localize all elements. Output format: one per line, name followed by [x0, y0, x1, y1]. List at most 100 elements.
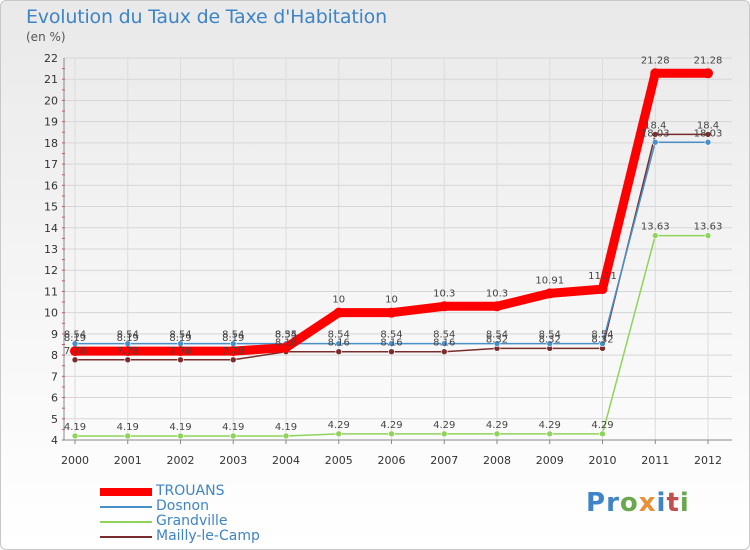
y-tick-label: 8	[51, 349, 58, 362]
data-label: 4.29	[433, 420, 455, 431]
y-tick-label: 19	[44, 116, 58, 129]
data-label: 8.54	[117, 330, 139, 341]
data-point	[440, 340, 448, 347]
data-label: 8.54	[275, 330, 297, 341]
x-tick-label: 2004	[272, 454, 300, 467]
data-point	[228, 346, 239, 357]
data-label: 8.54	[591, 330, 613, 341]
data-label: 18.03	[694, 128, 723, 139]
legend-swatch	[100, 535, 152, 538]
data-label: 8.32	[591, 334, 613, 345]
logo-letter: x	[638, 488, 657, 518]
data-label: 4.19	[64, 422, 86, 433]
y-tick-label: 4	[51, 434, 58, 447]
data-label: 7.78	[64, 346, 86, 357]
y-tick-label: 16	[44, 179, 58, 192]
data-point	[335, 348, 343, 356]
axes: 4 5 6 7 8 9 10 11 12 13 14 15 16 17 18 19 20 21 22 2000 2001…	[44, 52, 732, 467]
data-point	[71, 432, 79, 440]
data-label: 4.19	[117, 422, 139, 433]
data-label: 8.32	[486, 334, 508, 345]
data-label: 21.28	[694, 55, 723, 66]
data-label: 13.63	[641, 222, 670, 233]
data-point	[704, 138, 712, 146]
data-point	[492, 301, 502, 312]
grid-lines	[64, 57, 732, 441]
legend-item: TROUANS	[100, 484, 260, 499]
data-point	[704, 131, 712, 138]
data-label: 8.54	[539, 330, 561, 341]
data-point	[70, 346, 80, 357]
y-tick-label: 15	[44, 201, 58, 214]
data-label: 8.54	[169, 330, 191, 341]
y-tick-label: 22	[44, 52, 58, 65]
data-labels: 8.19 8.19 8.19 8.19 8.35 10 10 10.3 10.3 10.91 11.…	[64, 55, 722, 433]
data-point	[177, 356, 184, 364]
data-label: 18.03	[641, 128, 670, 139]
data-label: 8.16	[328, 338, 350, 349]
data-label: 8.54	[433, 330, 455, 341]
data-label: 8.19	[117, 333, 139, 344]
data-point	[71, 356, 79, 364]
data-label: 8.19	[64, 333, 86, 344]
logo-letter: o	[619, 488, 639, 518]
chart-subtitle: (en %)	[26, 30, 66, 44]
data-label: 4.29	[486, 420, 508, 431]
data-label: 8.54	[380, 330, 402, 341]
data-point	[651, 131, 659, 138]
legend-item: Mailly-le-Camp	[100, 529, 260, 544]
proxiti-logo: Proxiti	[586, 488, 690, 518]
x-tick-label: 2012	[694, 454, 722, 467]
legend-label: Mailly-le-Camp	[156, 528, 260, 544]
legend-label: Dosnon	[156, 498, 209, 514]
data-point	[651, 138, 659, 146]
x-tick-label: 2000	[61, 454, 89, 467]
data-point	[388, 340, 395, 347]
data-label: 7.78	[169, 346, 191, 357]
data-point	[281, 342, 291, 353]
y-tick-label: 10	[44, 307, 58, 320]
data-label: 4.19	[275, 422, 297, 433]
data-point	[333, 307, 344, 318]
logo-letter: t	[666, 488, 680, 518]
x-tick-label: 2008	[483, 454, 511, 467]
logo-letter: i	[656, 488, 667, 518]
x-tick-label: 2009	[536, 454, 564, 467]
data-label: 4.29	[539, 420, 561, 431]
data-label: 8.54	[486, 330, 508, 341]
chart-title: Evolution du Taux de Taxe d'Habitation	[26, 6, 387, 28]
data-label: 11.11	[588, 271, 617, 282]
data-label: 8.19	[222, 333, 244, 344]
data-point	[440, 348, 448, 356]
data-label: 18.4	[697, 120, 719, 131]
x-tick-label: 2006	[378, 454, 406, 467]
data-point	[493, 340, 501, 347]
x-tick-label: 2005	[325, 454, 353, 467]
series-layer	[70, 68, 713, 440]
legend-label: Grandville	[156, 513, 228, 529]
logo-letter: i	[679, 488, 690, 518]
data-point	[124, 432, 132, 440]
data-label: 4.19	[169, 422, 191, 433]
data-label: 8.16	[275, 338, 297, 349]
y-tick-label: 14	[44, 222, 58, 235]
data-label: 4.29	[328, 420, 350, 431]
data-point	[386, 307, 397, 318]
legend-swatch	[100, 505, 152, 508]
data-point	[546, 430, 554, 438]
data-point	[651, 232, 659, 239]
legend-swatch	[100, 520, 152, 523]
y-tick-label: 11	[44, 285, 58, 298]
data-point	[122, 346, 133, 357]
x-tick-label: 2011	[641, 454, 669, 467]
x-tick-label: 2002	[167, 454, 195, 467]
data-point	[440, 430, 448, 438]
y-tick-label: 9	[51, 328, 58, 341]
data-point	[599, 340, 606, 347]
data-label: 10.91	[535, 275, 564, 286]
data-label: 10.3	[486, 288, 508, 299]
data-point	[388, 430, 395, 438]
data-label: 8.32	[539, 334, 561, 345]
data-point	[388, 348, 395, 356]
